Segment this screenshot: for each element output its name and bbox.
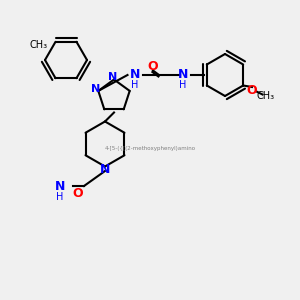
Text: CH₃: CH₃: [30, 40, 48, 50]
Text: N: N: [108, 71, 117, 82]
Text: H: H: [56, 191, 64, 202]
Text: N: N: [55, 179, 65, 193]
Text: O: O: [247, 83, 257, 97]
Text: 4-[5-({[(2-methoxyphenyl)amino: 4-[5-({[(2-methoxyphenyl)amino: [104, 146, 196, 151]
Text: CH₃: CH₃: [256, 91, 274, 101]
Text: N: N: [100, 163, 110, 176]
Text: N: N: [178, 68, 188, 82]
Text: H: H: [179, 80, 187, 91]
Text: N: N: [91, 84, 100, 94]
Text: O: O: [148, 59, 158, 73]
Text: H: H: [131, 80, 139, 91]
Text: N: N: [130, 68, 140, 82]
Text: O: O: [73, 187, 83, 200]
